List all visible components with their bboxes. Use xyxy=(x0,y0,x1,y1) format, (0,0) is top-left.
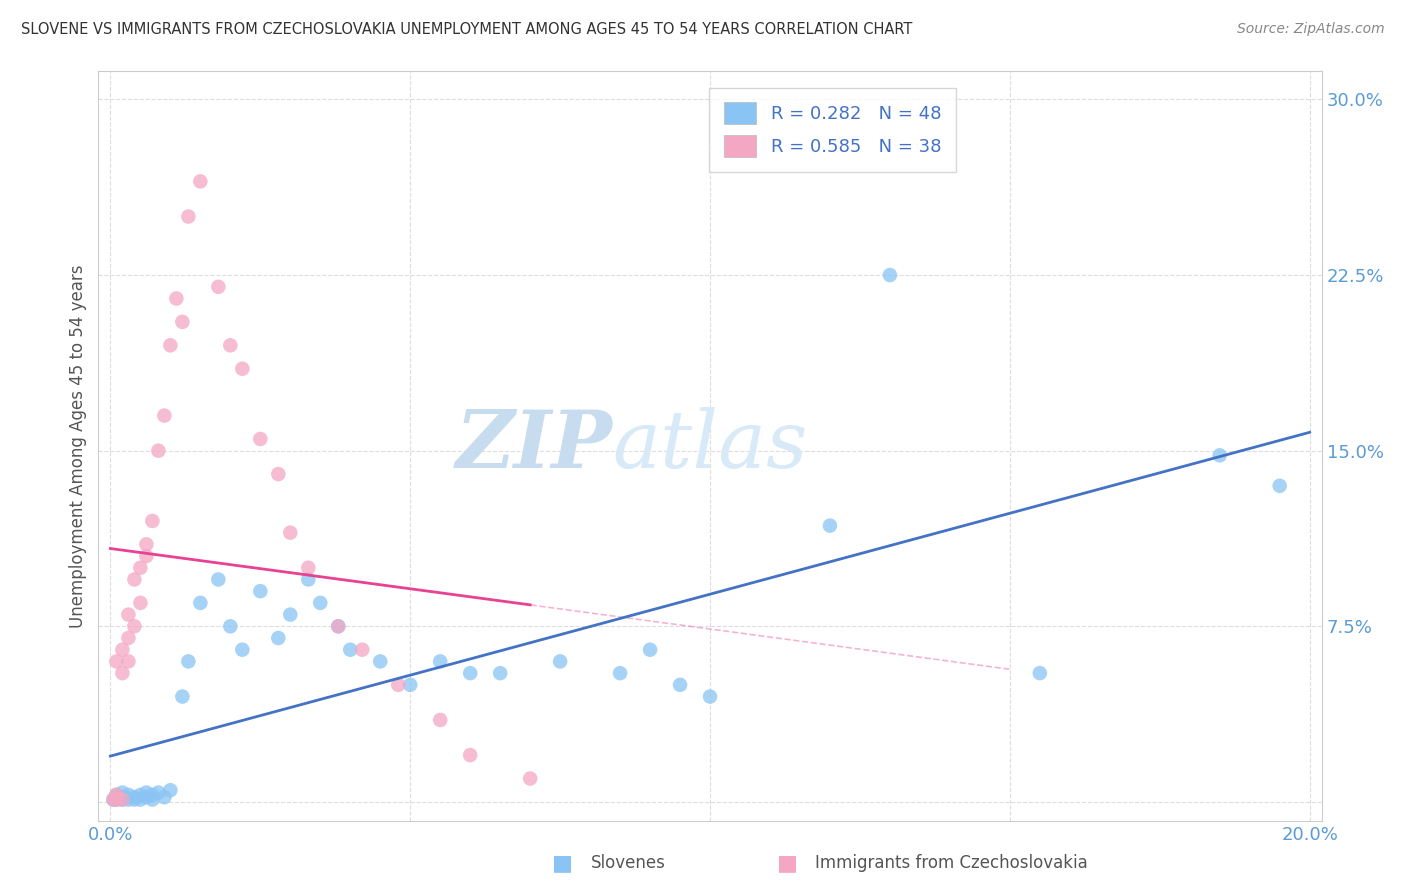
Point xyxy=(153,409,176,423)
Point xyxy=(141,788,163,802)
Point xyxy=(352,642,374,657)
Point xyxy=(188,596,211,610)
Point xyxy=(489,666,512,681)
Point xyxy=(188,174,211,188)
Point xyxy=(399,678,422,692)
Point xyxy=(548,655,571,669)
Point xyxy=(328,619,350,633)
Point xyxy=(111,786,134,800)
Point xyxy=(249,584,271,599)
Point xyxy=(111,642,134,657)
Point xyxy=(609,666,631,681)
Text: Source: ZipAtlas.com: Source: ZipAtlas.com xyxy=(1237,22,1385,37)
Point xyxy=(124,619,146,633)
Text: ■: ■ xyxy=(553,854,572,873)
Point xyxy=(111,790,134,805)
Text: ZIP: ZIP xyxy=(456,408,612,484)
Point xyxy=(141,792,163,806)
Point xyxy=(219,619,242,633)
Legend: R = 0.282   N = 48, R = 0.585   N = 38: R = 0.282 N = 48, R = 0.585 N = 38 xyxy=(709,88,956,171)
Point xyxy=(368,655,391,669)
Point xyxy=(207,280,229,294)
Text: Immigrants from Czechoslovakia: Immigrants from Czechoslovakia xyxy=(815,855,1088,872)
Point xyxy=(111,792,134,806)
Point xyxy=(267,631,290,645)
Point xyxy=(135,790,157,805)
Point xyxy=(103,792,125,806)
Point xyxy=(231,361,253,376)
Point xyxy=(1029,666,1052,681)
Point xyxy=(124,792,146,806)
Point xyxy=(328,619,350,633)
Point xyxy=(105,792,128,806)
Point xyxy=(124,790,146,805)
Point xyxy=(387,678,409,692)
Point xyxy=(638,642,661,657)
Point xyxy=(172,315,194,329)
Point xyxy=(129,561,152,575)
Point xyxy=(105,655,128,669)
Text: ■: ■ xyxy=(778,854,797,873)
Point xyxy=(309,596,332,610)
Point xyxy=(129,596,152,610)
Point xyxy=(207,573,229,587)
Point xyxy=(153,790,176,805)
Point xyxy=(148,443,170,458)
Text: SLOVENE VS IMMIGRANTS FROM CZECHOSLOVAKIA UNEMPLOYMENT AMONG AGES 45 TO 54 YEARS: SLOVENE VS IMMIGRANTS FROM CZECHOSLOVAKI… xyxy=(21,22,912,37)
Point xyxy=(219,338,242,352)
Point xyxy=(231,642,253,657)
Point xyxy=(172,690,194,704)
Point xyxy=(818,518,841,533)
Point xyxy=(111,666,134,681)
Point xyxy=(519,772,541,786)
Text: atlas: atlas xyxy=(612,408,807,484)
Point xyxy=(105,792,128,806)
Point xyxy=(129,792,152,806)
Point xyxy=(148,786,170,800)
Point xyxy=(1268,479,1291,493)
Point xyxy=(117,788,139,802)
Point xyxy=(278,525,301,540)
Point xyxy=(297,573,319,587)
Point xyxy=(177,210,200,224)
Point xyxy=(669,678,692,692)
Point xyxy=(267,467,290,482)
Point xyxy=(177,655,200,669)
Point xyxy=(103,792,125,806)
Point xyxy=(879,268,901,282)
Text: Slovenes: Slovenes xyxy=(591,855,665,872)
Point xyxy=(278,607,301,622)
Point xyxy=(297,561,319,575)
Point xyxy=(117,792,139,806)
Point xyxy=(159,783,181,797)
Point xyxy=(124,573,146,587)
Point xyxy=(105,788,128,802)
Point xyxy=(111,792,134,806)
Point xyxy=(117,631,139,645)
Point xyxy=(135,786,157,800)
Point xyxy=(429,655,451,669)
Point xyxy=(105,790,128,805)
Point xyxy=(117,655,139,669)
Point xyxy=(135,549,157,563)
Point xyxy=(249,432,271,446)
Point xyxy=(105,788,128,802)
Point xyxy=(159,338,181,352)
Point xyxy=(458,666,481,681)
Point xyxy=(339,642,361,657)
Point xyxy=(135,537,157,551)
Point xyxy=(129,788,152,802)
Point xyxy=(117,607,139,622)
Point xyxy=(1208,449,1230,463)
Point xyxy=(458,747,481,762)
Point xyxy=(141,514,163,528)
Point xyxy=(165,292,187,306)
Point xyxy=(429,713,451,727)
Y-axis label: Unemployment Among Ages 45 to 54 years: Unemployment Among Ages 45 to 54 years xyxy=(69,264,87,628)
Point xyxy=(105,790,128,805)
Point xyxy=(699,690,721,704)
